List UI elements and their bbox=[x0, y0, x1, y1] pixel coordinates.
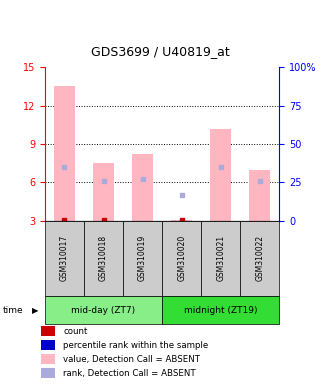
Bar bbox=[41, 354, 55, 364]
Bar bbox=[171, 220, 192, 221]
Bar bbox=[201, 221, 240, 296]
Bar bbox=[249, 170, 271, 221]
Text: GSM310022: GSM310022 bbox=[255, 235, 264, 281]
Bar bbox=[132, 154, 153, 221]
Text: time: time bbox=[3, 306, 24, 314]
Text: GSM310018: GSM310018 bbox=[99, 235, 108, 281]
Text: mid-day (ZT7): mid-day (ZT7) bbox=[72, 306, 135, 314]
Bar bbox=[54, 86, 75, 221]
Bar bbox=[45, 221, 84, 296]
Text: GSM310021: GSM310021 bbox=[216, 235, 225, 281]
Bar bbox=[41, 326, 55, 336]
Bar bbox=[41, 340, 55, 350]
Text: ▶: ▶ bbox=[32, 306, 39, 314]
Bar bbox=[93, 163, 114, 221]
Bar bbox=[41, 368, 55, 378]
Bar bbox=[123, 221, 162, 296]
Text: GSM310017: GSM310017 bbox=[60, 235, 69, 281]
Bar bbox=[162, 296, 279, 324]
Bar bbox=[210, 129, 231, 221]
Text: percentile rank within the sample: percentile rank within the sample bbox=[63, 341, 208, 350]
Bar bbox=[162, 221, 201, 296]
Text: GSM310020: GSM310020 bbox=[177, 235, 186, 281]
Bar bbox=[84, 221, 123, 296]
Text: count: count bbox=[63, 327, 88, 336]
Text: midnight (ZT19): midnight (ZT19) bbox=[184, 306, 257, 314]
Bar bbox=[240, 221, 279, 296]
Text: GSM310019: GSM310019 bbox=[138, 235, 147, 281]
Text: rank, Detection Call = ABSENT: rank, Detection Call = ABSENT bbox=[63, 369, 196, 378]
Text: value, Detection Call = ABSENT: value, Detection Call = ABSENT bbox=[63, 355, 200, 364]
Text: GDS3699 / U40819_at: GDS3699 / U40819_at bbox=[91, 45, 230, 58]
Bar bbox=[45, 296, 162, 324]
